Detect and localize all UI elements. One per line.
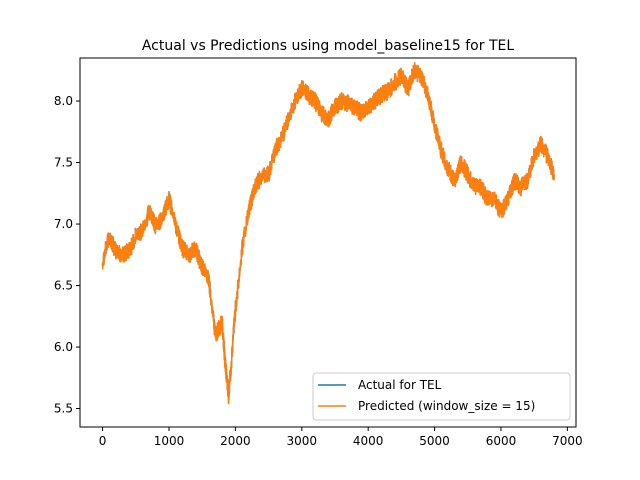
x-axis: 0 1000 2000 3000 4000 5000 6000 7000	[99, 427, 583, 448]
y-tick-label: 6.0	[54, 340, 73, 354]
plot-area	[101, 62, 555, 405]
legend-box	[312, 372, 571, 421]
x-tick-label: 1000	[154, 434, 185, 448]
x-tick-label: 5000	[419, 434, 450, 448]
x-tick-label: 4000	[353, 434, 384, 448]
legend-label-predicted: Predicted (window_size = 15)	[358, 399, 535, 413]
legend: Actual for TEL Predicted (window_size = …	[312, 372, 571, 421]
x-tick-label: 3000	[286, 434, 317, 448]
x-tick-label: 6000	[486, 434, 517, 448]
x-tick-label: 0	[99, 434, 107, 448]
axes-frame	[79, 57, 577, 428]
y-tick-label: 5.5	[54, 402, 73, 416]
y-axis: 5.5 6.0 6.5 7.0 7.5 8.0	[54, 94, 80, 416]
legend-label-actual: Actual for TEL	[358, 378, 442, 392]
y-tick-label: 7.0	[54, 217, 73, 231]
x-tick-label: 7000	[552, 434, 583, 448]
series-line-predicted	[101, 62, 555, 405]
x-tick-label: 2000	[220, 434, 251, 448]
chart-title: Actual vs Predictions using model_baseli…	[142, 38, 514, 54]
y-tick-label: 6.5	[54, 279, 73, 293]
y-tick-label: 8.0	[54, 94, 73, 108]
y-tick-label: 7.5	[54, 156, 73, 170]
